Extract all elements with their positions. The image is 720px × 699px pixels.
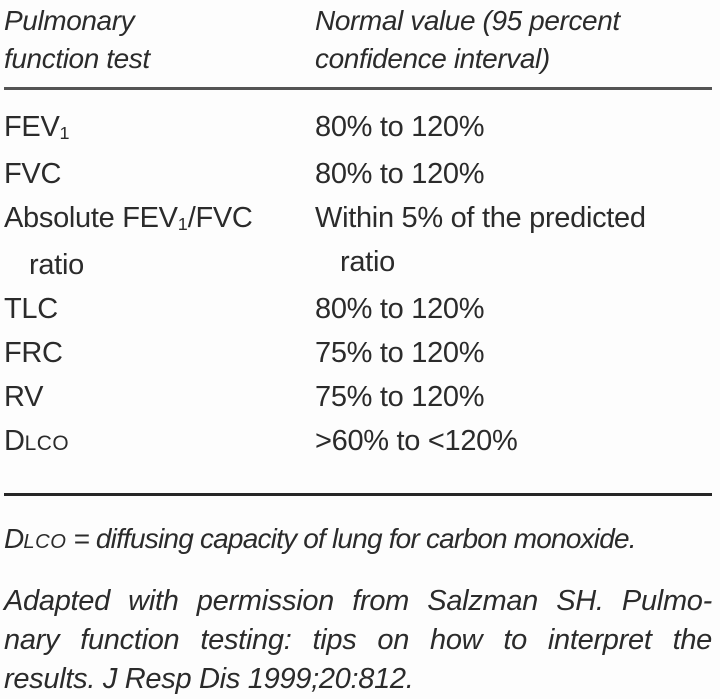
table-row-rv: RV 75% to 120% <box>4 375 712 419</box>
header-test-line1: Pulmonary <box>4 5 135 36</box>
test-name: DLCO <box>4 419 315 466</box>
normal-value: >60% to <120% <box>315 425 518 457</box>
abbreviation-definition: = diffusing capacity of lung for carbon … <box>66 523 636 554</box>
test-name: FRC <box>4 337 63 369</box>
normal-value: 80% to 120% <box>315 293 485 325</box>
footer-divider-rule <box>4 493 712 496</box>
test-name: TLC <box>4 293 58 325</box>
test-subscript: 1 <box>59 123 70 144</box>
attribution-note: Adapted with permission from Salzman SH.… <box>4 582 712 699</box>
test-subscript: 1 <box>177 214 188 235</box>
table-row-dlco: DLCO >60% to <120% <box>4 419 712 466</box>
header-divider-rule <box>4 87 712 90</box>
abbreviation-term-smallcaps: LCO <box>23 531 67 553</box>
header-value-line2: confidence interval) <box>315 43 550 74</box>
normal-value: Within 5% of the predicted ratio <box>315 196 712 287</box>
test-label-suffix: /FVC <box>187 202 253 234</box>
header-col-normal-value: Normal value (95 percent confidence inte… <box>315 2 712 78</box>
normal-value: 80% to 120% <box>315 158 485 190</box>
normal-value: 75% to 120% <box>315 337 485 369</box>
normal-value: 75% to 120% <box>315 381 485 413</box>
test-line1: Absolute FEV1/FVC <box>4 196 315 243</box>
test-name: Absolute FEV1/FVC ratio <box>4 196 315 287</box>
attribution-line: nary function testing: tips on how to in… <box>4 624 712 656</box>
test-line2: ratio <box>29 249 84 281</box>
test-label: D <box>4 425 25 457</box>
header-value-line1: Normal value (95 percent <box>315 5 620 36</box>
test-label-smallcaps: LCO <box>24 432 70 455</box>
normal-value: 80% to 120% <box>315 111 485 143</box>
table-row-fev1: FEV1 80% to 120% <box>4 105 712 152</box>
value-line2: ratio <box>340 246 395 278</box>
table-row-tlc: TLC 80% to 120% <box>4 287 712 331</box>
table-row-fev1-fvc-ratio: Absolute FEV1/FVC ratio Within 5% of the… <box>4 196 712 287</box>
table-row-frc: FRC 75% to 120% <box>4 331 712 375</box>
attribution-line: Adapted with permission from Salzman SH.… <box>4 585 712 617</box>
table-body: FEV1 80% to 120% FVC 80% to 120% Absolut… <box>4 105 712 466</box>
test-label: FEV <box>4 111 60 143</box>
abbreviation-note: DLCO = diffusing capacity of lung for ca… <box>4 521 712 560</box>
header-col-test: Pulmonary function test <box>4 2 315 78</box>
test-name: RV <box>4 381 44 413</box>
abbreviation-term: D <box>4 523 24 554</box>
test-name: FVC <box>4 158 62 190</box>
value-line1: Within 5% of the predicted <box>315 202 646 234</box>
attribution-line: results. J Resp Dis 1999;20:812. <box>4 663 414 695</box>
test-name: FEV1 <box>4 105 315 152</box>
table-row-fvc: FVC 80% to 120% <box>4 152 712 196</box>
header-test-line2: function test <box>4 43 150 74</box>
test-label: Absolute FEV <box>4 202 178 234</box>
table-header: Pulmonary function test Normal value (95… <box>4 2 712 78</box>
